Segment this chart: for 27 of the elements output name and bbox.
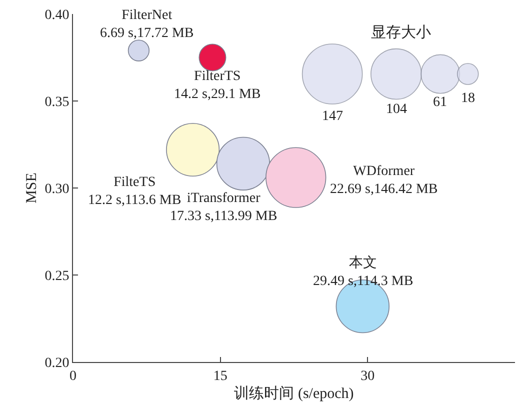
- x-tick-label: 30: [360, 368, 375, 384]
- data-label: 29.49 s,114.3 MB: [313, 274, 414, 290]
- y-axis-title: MSE: [24, 172, 40, 204]
- x-tick-label: 15: [213, 368, 228, 384]
- data-label: 14.2 s,29.1 MB: [174, 87, 261, 102]
- legend-label: 147: [322, 109, 343, 124]
- x-axis-title: 训练时间 (s/epoch): [234, 384, 354, 402]
- data-label: 6.69 s,17.72 MB: [100, 26, 194, 42]
- series-label: 本文: [349, 255, 378, 271]
- y-tick-label: 0.40: [44, 8, 70, 23]
- series-label: iTransformer: [186, 191, 261, 206]
- y-tick-label: 0.25: [44, 268, 70, 284]
- series-label: WDformer: [353, 164, 415, 179]
- legend-label: 61: [433, 95, 447, 110]
- legend-label: 18: [461, 91, 475, 106]
- y-tick-label: 0.35: [44, 94, 70, 110]
- series-label: FilteTS: [114, 175, 156, 190]
- y-tick-label: 0.30: [44, 182, 70, 197]
- data-label: 22.69 s,146.42 MB: [330, 182, 438, 198]
- series-label: FilterTS: [194, 69, 241, 84]
- x-tick-label: 0: [70, 368, 76, 384]
- legend-title: 显存大小: [371, 24, 431, 41]
- y-tick-label: 0.20: [44, 356, 70, 371]
- series-label: FilterNet: [122, 8, 172, 23]
- data-label: 17.33 s,113.99 MB: [170, 209, 278, 224]
- legend-label: 104: [386, 102, 407, 117]
- data-label: 12.2 s,113.6 MB: [88, 193, 182, 208]
